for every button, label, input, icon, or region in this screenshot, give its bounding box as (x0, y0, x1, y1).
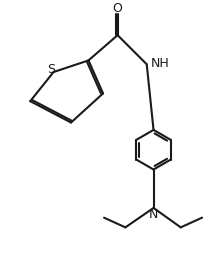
Text: S: S (48, 63, 56, 76)
Text: N: N (149, 208, 158, 221)
Text: O: O (113, 2, 123, 15)
Text: NH: NH (151, 57, 170, 70)
